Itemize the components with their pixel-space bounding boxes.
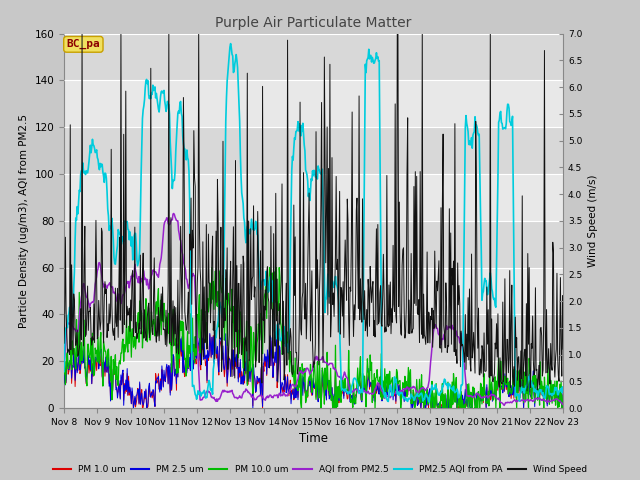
Bar	[64, 267, 563, 314]
Text: BC_pa: BC_pa	[67, 39, 100, 49]
Bar	[64, 174, 563, 221]
Bar	[64, 314, 563, 361]
Bar	[64, 127, 563, 174]
Bar	[64, 34, 563, 80]
Bar	[64, 221, 563, 267]
Bar	[64, 361, 563, 408]
Title: Purple Air Particulate Matter: Purple Air Particulate Matter	[216, 16, 412, 30]
Legend: PM 1.0 um, PM 2.5 um, PM 10.0 um, AQI from PM2.5, PM2.5 AQI from PA, Wind Speed: PM 1.0 um, PM 2.5 um, PM 10.0 um, AQI fr…	[51, 463, 589, 476]
Bar	[64, 80, 563, 127]
Y-axis label: Wind Speed (m/s): Wind Speed (m/s)	[588, 175, 598, 267]
X-axis label: Time: Time	[299, 432, 328, 445]
Y-axis label: Particle Density (ug/m3), AQI from PM2.5: Particle Density (ug/m3), AQI from PM2.5	[19, 114, 29, 328]
